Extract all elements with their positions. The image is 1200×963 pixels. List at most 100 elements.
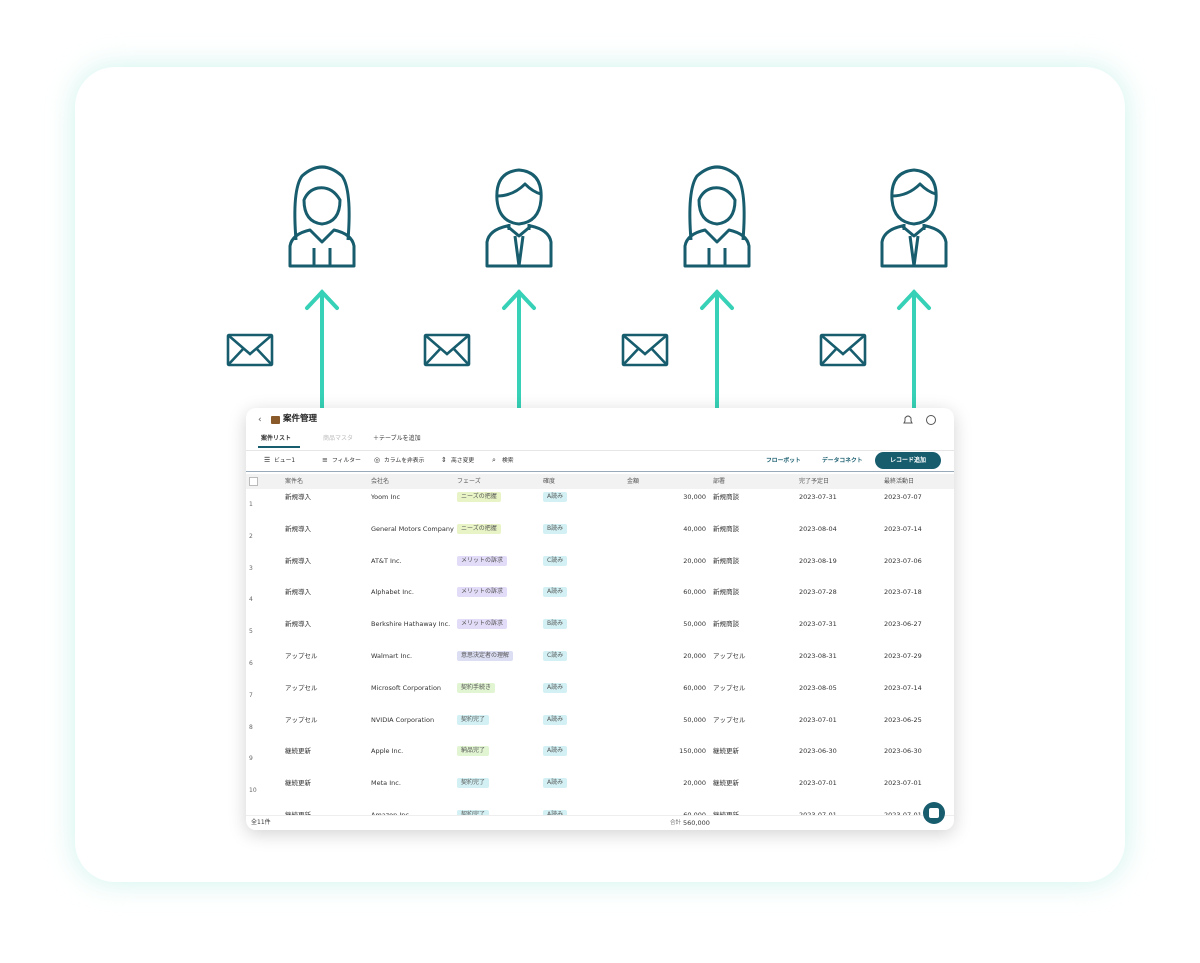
toolbar-link[interactable]: データコネクト	[822, 458, 863, 464]
tab[interactable]: 案件リスト	[261, 435, 292, 442]
cell-text: アップセル	[713, 715, 746, 724]
cell-number: 60,000	[683, 683, 706, 692]
cell-text: 新規商談	[713, 556, 739, 565]
row-number: 7	[249, 691, 253, 699]
cell-text: アップセル	[285, 715, 318, 724]
phase-tag: 意思決定者の理解	[457, 651, 514, 661]
cell-text: 継続更新	[285, 811, 311, 815]
cell-text: アップセル	[713, 683, 746, 692]
confidence-tag: A読み	[543, 714, 568, 725]
cell-text: NVIDIA Corporation	[371, 715, 435, 724]
toolbar-item[interactable]: カラムを非表示	[384, 458, 425, 464]
tab-underline	[258, 446, 300, 448]
app-title: 案件管理	[283, 414, 318, 424]
select-all-checkbox[interactable]	[249, 477, 258, 486]
add-record-label: レコード追加	[889, 457, 926, 464]
add-table[interactable]: ＋テーブルを追加	[373, 434, 421, 444]
divider	[246, 471, 954, 472]
row-number: 8	[249, 723, 253, 731]
phase-tag: 契約完了	[457, 778, 490, 789]
cell-number: 150,000	[679, 747, 706, 756]
row-number: 4	[249, 596, 253, 604]
row-number: 2	[249, 532, 253, 540]
cell-date: 2023-07-07	[884, 493, 922, 501]
cell-text: 新規導入	[285, 588, 311, 597]
cell-date: 2023-07-01	[799, 779, 837, 788]
cell-date: 2023-07-01	[799, 811, 837, 815]
toolbar-icon: ⌕	[492, 456, 496, 464]
cell-text: 継続更新	[713, 747, 739, 756]
cell-date: 2023-08-05	[799, 683, 837, 692]
cell-text: 新規商談	[713, 493, 739, 501]
cell-date: 2023-07-14	[884, 524, 922, 533]
column-header-label[interactable]: 最終活動日	[884, 478, 915, 485]
app-window: ‹ 案件管理 案件リスト 商品マスタ ＋テーブルを追加 レコード追加 1 新規導入…	[246, 408, 954, 830]
tab[interactable]: 商品マスタ	[323, 435, 354, 442]
row-number: 5	[249, 628, 253, 636]
confidence-tag: A読み	[543, 746, 568, 757]
column-header-label[interactable]: 金額	[627, 478, 640, 485]
cell-date: 2023-06-25	[884, 715, 922, 724]
cell-text: Apple Inc.	[371, 747, 404, 756]
cell-text: 新規導入	[285, 620, 311, 629]
phase-tag: ニーズの把握	[457, 492, 501, 502]
row-number: 6	[249, 660, 253, 667]
cell-date: 2023-07-29	[884, 652, 922, 660]
chat-button[interactable]	[923, 802, 945, 824]
cell-date: 2023-08-04	[799, 524, 837, 533]
phase-tag: メリットの訴求	[457, 619, 508, 630]
cell-date: 2023-06-27	[884, 620, 922, 629]
column-header-label[interactable]: フェーズ	[457, 478, 481, 485]
back-icon[interactable]: ‹	[258, 415, 262, 425]
toolbar-item[interactable]: 検索	[502, 458, 514, 464]
header-icons[interactable]	[901, 414, 941, 426]
add-table-label: テーブルを追加	[379, 435, 421, 442]
toolbar-item[interactable]: 高さ変更	[451, 458, 475, 464]
toolbar-item[interactable]: ビュー1	[274, 458, 296, 464]
phase-tag: 契約手続き	[457, 682, 496, 693]
cell-text: Yoom Inc	[371, 493, 401, 501]
cell-date: 2023-06-30	[799, 747, 837, 756]
cell-number: 30,000	[683, 493, 706, 501]
row-number: 3	[249, 564, 253, 572]
cell-date: 2023-07-18	[884, 588, 922, 597]
phase-tag: メリットの訴求	[457, 587, 508, 598]
column-header-label[interactable]: 会社名	[371, 478, 390, 485]
toolbar-item[interactable]: フィルター	[332, 458, 361, 464]
row-number: 10	[249, 787, 257, 795]
record-count: 全11件	[251, 819, 271, 826]
cell-date: 2023-07-28	[799, 588, 837, 597]
cell-text: アップセル	[285, 652, 318, 660]
cell-text: 新規商談	[713, 524, 739, 533]
cell-text: アップセル	[285, 683, 318, 692]
column-header-label[interactable]: 案件名	[285, 478, 304, 485]
cell-text: 新規導入	[285, 524, 311, 533]
cell-text: 新規導入	[285, 556, 311, 565]
add-record-button[interactable]	[875, 452, 941, 469]
column-header-label[interactable]: 完了予定日	[799, 478, 830, 485]
toolbar-link[interactable]: フローボット	[766, 458, 801, 464]
toolbar-icon: ⇕	[441, 456, 447, 464]
phase-tag: 契約完了	[457, 810, 490, 815]
cell-text: 新規導入	[285, 493, 311, 501]
confidence-tag: C読み	[543, 651, 568, 661]
confidence-tag: B読み	[543, 619, 568, 630]
cell-number: 20,000	[683, 779, 706, 788]
column-header-label[interactable]: 部署	[713, 478, 726, 485]
cell-text: 新規商談	[713, 588, 739, 597]
toolbar-icon: ◎	[374, 456, 381, 464]
row-number: 1	[249, 501, 253, 508]
cell-number: 50,000	[683, 620, 706, 629]
cell-text: Microsoft Corporation	[371, 683, 442, 692]
cell-text: 継続更新	[285, 779, 311, 788]
cell-text: 新規商談	[713, 620, 739, 629]
cell-date: 2023-07-31	[799, 493, 837, 501]
table-body: 1 新規導入 Yoom Inc ニーズの把握 A読み 30,000 新規商談 2023-07-…	[246, 489, 954, 815]
confidence-tag: A読み	[543, 492, 568, 502]
column-header-label[interactable]: 確度	[543, 478, 556, 485]
table-footer	[246, 815, 954, 830]
row-number: 9	[249, 755, 253, 763]
cell-date: 2023-07-01	[884, 779, 922, 788]
cell-date: 2023-08-31	[799, 652, 837, 660]
